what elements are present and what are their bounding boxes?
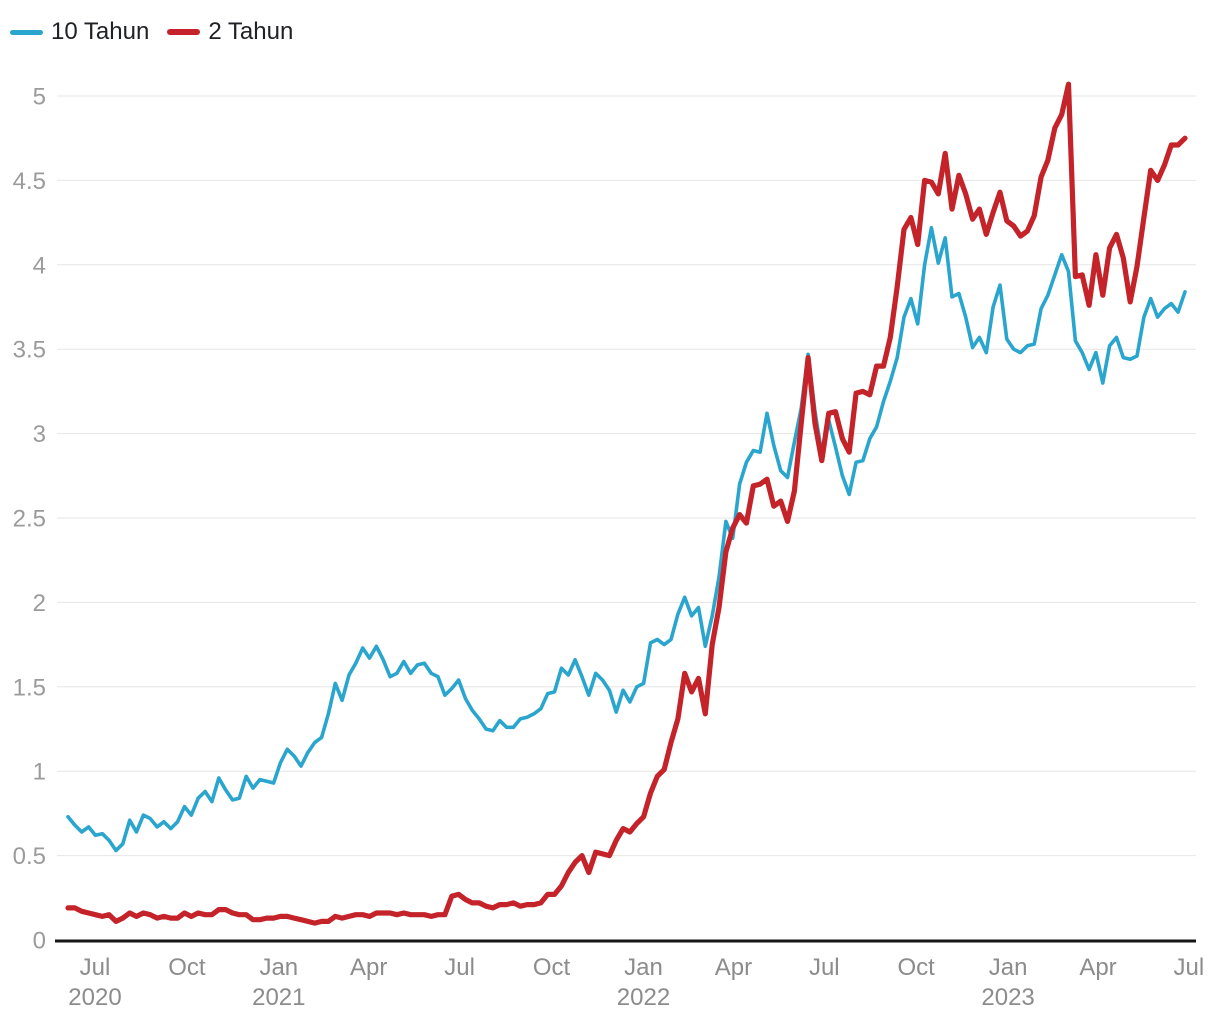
- legend-item-2-tahun[interactable]: 2 Tahun: [167, 18, 293, 46]
- x-axis-month-label: Jul: [80, 954, 111, 981]
- x-axis-month-label: Jan: [989, 954, 1028, 981]
- legend-label-2-tahun: 2 Tahun: [208, 18, 294, 45]
- x-axis-month-label: Apr: [715, 954, 752, 981]
- x-axis-month-label: Jul: [809, 954, 840, 981]
- x-axis-month-label: Oct: [168, 954, 206, 981]
- y-axis-tick-label: 3: [33, 421, 46, 448]
- y-axis-tick-label: 0.5: [13, 843, 46, 870]
- x-axis-year-label: 2023: [981, 984, 1034, 1011]
- y-axis-tick-label: 0: [33, 928, 46, 955]
- series-line-2-tahun: [65, 81, 1188, 926]
- y-axis-tick-label: 2: [33, 590, 46, 617]
- x-axis-month-label: Jul: [444, 954, 475, 981]
- x-axis-month-label: Apr: [350, 954, 387, 981]
- x-axis-year-label: 2022: [617, 984, 670, 1011]
- x-axis-month-label: Oct: [898, 954, 936, 981]
- y-axis-tick-label: 1: [33, 759, 46, 786]
- legend-label-10-tahun: 10 Tahun: [51, 18, 150, 45]
- x-axis-month-label: Jan: [624, 954, 663, 981]
- x-axis-year-label: 2021: [252, 984, 305, 1011]
- legend-swatch-2-tahun-icon: [167, 28, 201, 36]
- legend-swatch-10-tahun-icon: [10, 29, 43, 35]
- x-axis-year-label: 2020: [68, 984, 121, 1011]
- x-axis-month-label: Jul: [1174, 954, 1205, 981]
- y-axis-tick-label: 2.5: [13, 506, 46, 533]
- x-axis-month-label: Oct: [533, 954, 571, 981]
- y-axis-tick-label: 5: [33, 84, 46, 111]
- y-axis-tick-label: 4: [33, 252, 46, 279]
- x-axis-month-label: Apr: [1079, 954, 1116, 981]
- y-axis-tick-label: 4.5: [13, 168, 46, 195]
- legend-item-10-tahun[interactable]: 10 Tahun: [10, 18, 149, 46]
- y-axis-tick-label: 3.5: [13, 337, 46, 364]
- series-line-10-tahun: [66, 225, 1187, 853]
- chart-legend: 10 Tahun 2 Tahun: [10, 18, 293, 46]
- y-axis-tick-label: 1.5: [13, 674, 46, 701]
- x-axis-month-label: Jan: [259, 954, 298, 981]
